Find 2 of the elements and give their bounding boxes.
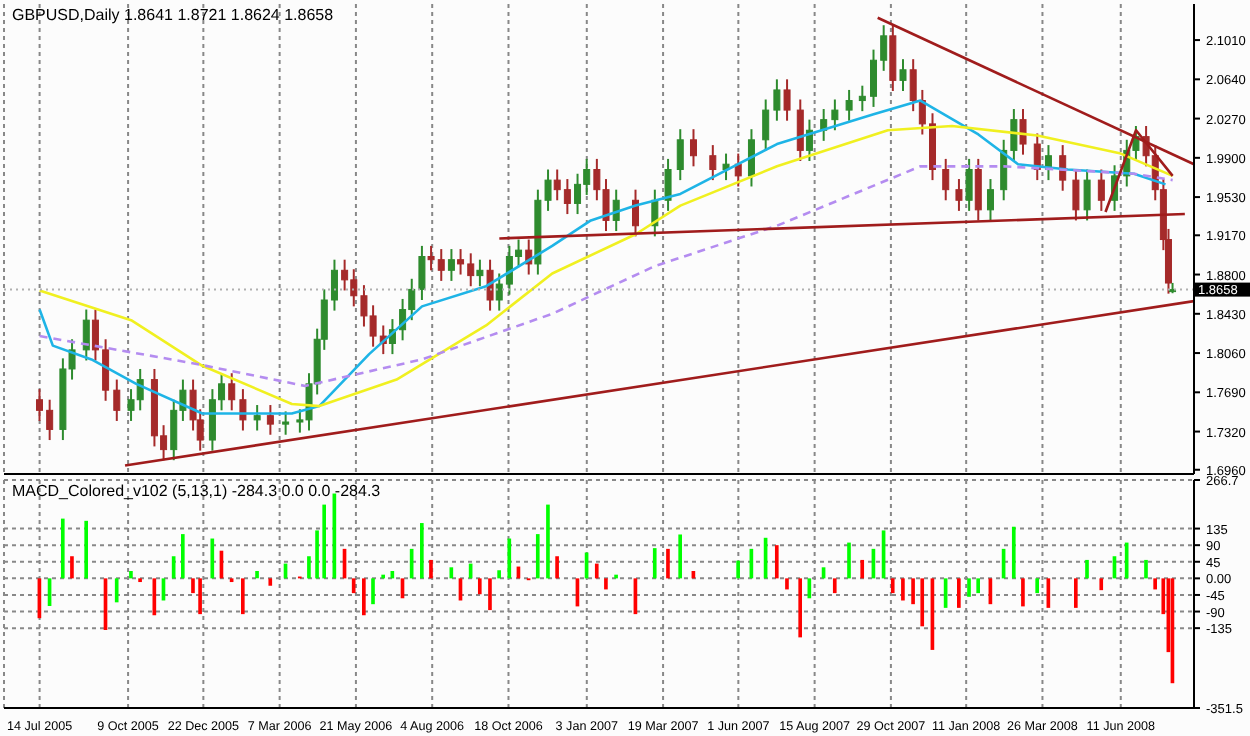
chart-title: GBPUSD,Daily 1.8641 1.8721 1.8624 1.8658: [12, 6, 334, 24]
chart-title: MACD_Colored_v102 (5,13,1) -284.3 0.0 0.0 -284.3: [12, 482, 381, 500]
